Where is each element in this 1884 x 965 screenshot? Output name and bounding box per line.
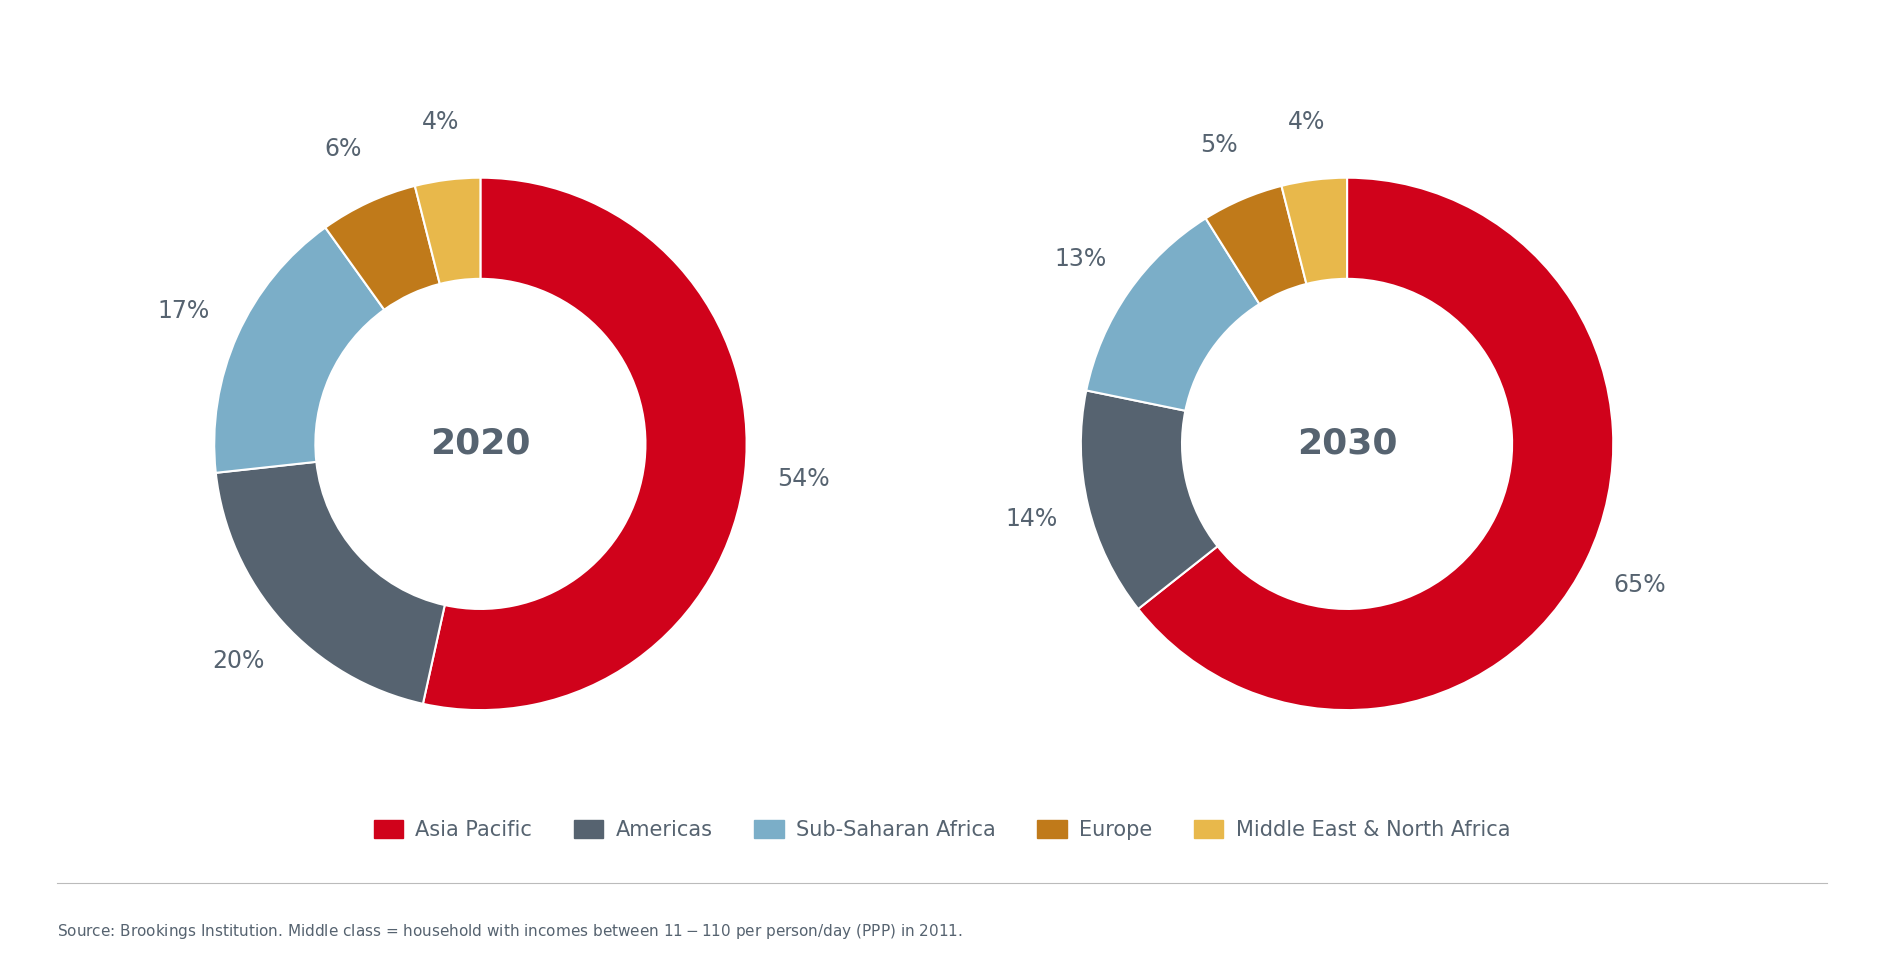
Text: 14%: 14% <box>1004 507 1057 531</box>
Text: Source: Brookings Institution. Middle class = household with incomes between $11: Source: Brookings Institution. Middle cl… <box>57 922 963 941</box>
Wedge shape <box>414 178 480 284</box>
Text: 4%: 4% <box>1289 110 1326 133</box>
Text: 17%: 17% <box>158 299 209 323</box>
Text: 20%: 20% <box>213 648 266 673</box>
Text: 2020: 2020 <box>430 427 531 461</box>
Wedge shape <box>326 186 439 310</box>
Legend: Asia Pacific, Americas, Sub-Saharan Africa, Europe, Middle East & North Africa: Asia Pacific, Americas, Sub-Saharan Afri… <box>365 812 1519 848</box>
Wedge shape <box>1081 391 1217 609</box>
Wedge shape <box>422 178 746 710</box>
Text: 5%: 5% <box>1200 133 1238 157</box>
Wedge shape <box>1281 178 1347 284</box>
Wedge shape <box>1138 178 1613 710</box>
Wedge shape <box>215 228 384 473</box>
Text: 4%: 4% <box>422 110 460 133</box>
Text: 54%: 54% <box>776 467 829 491</box>
Text: 2030: 2030 <box>1296 427 1398 461</box>
Text: 65%: 65% <box>1613 573 1665 597</box>
Wedge shape <box>1206 186 1306 304</box>
Wedge shape <box>1087 218 1259 411</box>
Text: 6%: 6% <box>324 137 362 161</box>
Wedge shape <box>217 462 445 703</box>
Text: 13%: 13% <box>1053 247 1106 271</box>
